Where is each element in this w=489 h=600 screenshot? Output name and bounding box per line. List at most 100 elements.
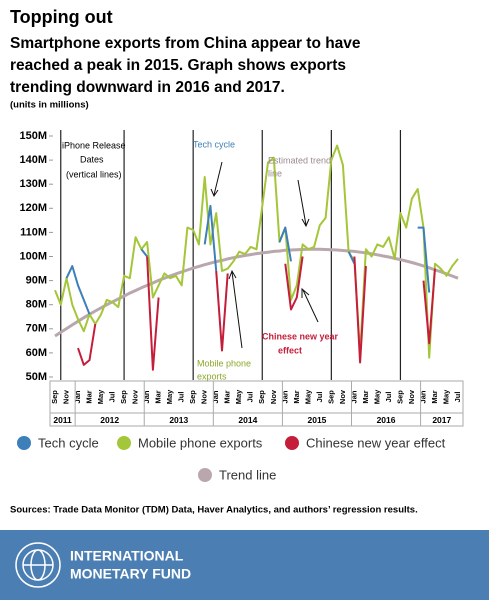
x-tick-label: Sep <box>119 390 128 404</box>
footer-banner <box>0 530 489 600</box>
x-tick-label: May <box>96 389 105 404</box>
legend-label: Trend line <box>219 467 276 482</box>
year-label: 2014 <box>238 415 257 425</box>
x-tick-label: Jan <box>349 390 358 403</box>
y-tick-label: 60M <box>26 347 47 359</box>
annotation: exports <box>197 371 227 381</box>
org-name: MONETARY FUND <box>70 566 191 582</box>
series-line <box>146 256 160 371</box>
x-tick-label: Jul <box>453 392 462 403</box>
logo-ring <box>15 542 61 588</box>
series-line <box>65 265 91 315</box>
x-tick-label: Jan <box>142 390 151 403</box>
y-tick-label: 100M <box>19 250 47 262</box>
subtitle: Smartphone exports from China appear to … <box>10 35 361 52</box>
x-tick-label: Nov <box>200 389 209 404</box>
x-tick-label: Mar <box>85 390 94 403</box>
annotation: effect <box>278 345 302 355</box>
x-tick-label: Sep <box>326 390 335 404</box>
annotation: iPhone Release <box>62 140 126 150</box>
annotation: Chinese new year <box>262 331 339 341</box>
x-tick-label: Nov <box>269 389 278 404</box>
subtitle: reached a peak in 2015. Graph shows expo… <box>10 57 346 74</box>
x-tick-label: Nov <box>338 389 347 404</box>
x-tick-label: May <box>441 389 450 404</box>
x-tick-label: Sep <box>188 390 197 404</box>
x-tick-label: May <box>372 389 381 404</box>
annotations: iPhone Release Dates (vertical lines) Te… <box>62 139 339 381</box>
y-tick-label: 130M <box>19 178 47 190</box>
series-line <box>278 226 292 262</box>
x-tick-label: Jul <box>384 392 393 403</box>
y-tick-label: 90M <box>26 275 47 287</box>
annotation: (vertical lines) <box>66 169 122 179</box>
year-label: 2016 <box>377 415 396 425</box>
legend-swatch <box>17 436 31 450</box>
x-tick-label: Mar <box>430 390 439 403</box>
annotation: Tech cycle <box>193 139 235 149</box>
series-line <box>54 247 459 338</box>
series-line <box>140 248 148 258</box>
x-tick-label: Jan <box>418 390 427 403</box>
legend-label: Chinese new year effect <box>306 435 446 450</box>
arrow <box>297 179 310 228</box>
x-tick-label: Jan <box>280 390 289 403</box>
series-line <box>284 256 304 311</box>
legend-swatch <box>285 436 299 450</box>
year-label: 2011 <box>53 415 72 425</box>
arrow <box>210 161 223 198</box>
annotation: Dates <box>80 154 104 164</box>
x-tick-label: Nov <box>131 389 140 404</box>
y-tick-label: 50M <box>26 371 47 383</box>
x-tick-label: May <box>303 389 312 404</box>
arrow <box>228 269 243 349</box>
arrows <box>210 161 319 349</box>
x-tick-label: Mar <box>361 390 370 403</box>
series-line <box>417 226 431 293</box>
series-line <box>203 204 218 272</box>
units-note: (units in millions) <box>10 100 89 111</box>
annotation: Estimated trend <box>268 155 331 165</box>
x-tick-label: Jan <box>73 390 82 403</box>
x-tick-label: Jul <box>246 392 255 403</box>
annotation: line <box>268 168 282 178</box>
y-tick-label: 120M <box>19 202 47 214</box>
y-tick-label: 150M <box>19 130 47 142</box>
y-tick-label: 70M <box>26 323 47 335</box>
x-tick-label: Mar <box>292 390 301 403</box>
series-line <box>347 251 356 265</box>
org-name: INTERNATIONAL <box>70 548 184 564</box>
legend-label: Mobile phone exports <box>138 435 263 450</box>
legend-label: Tech cycle <box>38 435 99 450</box>
x-tick-label: Jul <box>315 392 324 403</box>
x-tick-label: Mar <box>223 390 232 403</box>
y-tick-label: 80M <box>26 299 47 311</box>
legend-swatch <box>198 468 212 482</box>
year-label: 2013 <box>169 415 188 425</box>
year-label: 2012 <box>100 415 119 425</box>
x-tick-label: Jul <box>108 392 117 403</box>
year-label: 2017 <box>432 415 451 425</box>
x-tick-label: May <box>165 389 174 404</box>
series-line <box>422 268 436 345</box>
y-tick-label: 110M <box>20 226 47 238</box>
x-tick-label: Sep <box>257 390 266 404</box>
x-tick-label: Sep <box>50 390 59 404</box>
series-line <box>54 144 459 359</box>
series-line <box>353 256 367 364</box>
x-tick-label: Nov <box>407 389 416 404</box>
year-label: 2015 <box>307 415 326 425</box>
x-tick-label: Mar <box>154 390 163 403</box>
annotation: Mobile phone <box>197 358 251 368</box>
chart-title: Topping out <box>10 7 113 27</box>
x-tick-label: Nov <box>61 389 70 404</box>
subtitle: trending downward in 2016 and 2017. <box>10 79 285 96</box>
legend-swatch <box>117 436 131 450</box>
x-tick-label: Jan <box>211 390 220 403</box>
x-tick-label: Jul <box>177 392 186 403</box>
x-tick-label: May <box>234 389 243 404</box>
plot: 50M 60M 70M 80M 90M 100M 110M 120M 130M 140M 150M S… <box>17 130 464 482</box>
source: Sources: Trade Data Monitor (TDM) Data, … <box>10 505 418 516</box>
x-tick-label: Sep <box>395 390 404 404</box>
